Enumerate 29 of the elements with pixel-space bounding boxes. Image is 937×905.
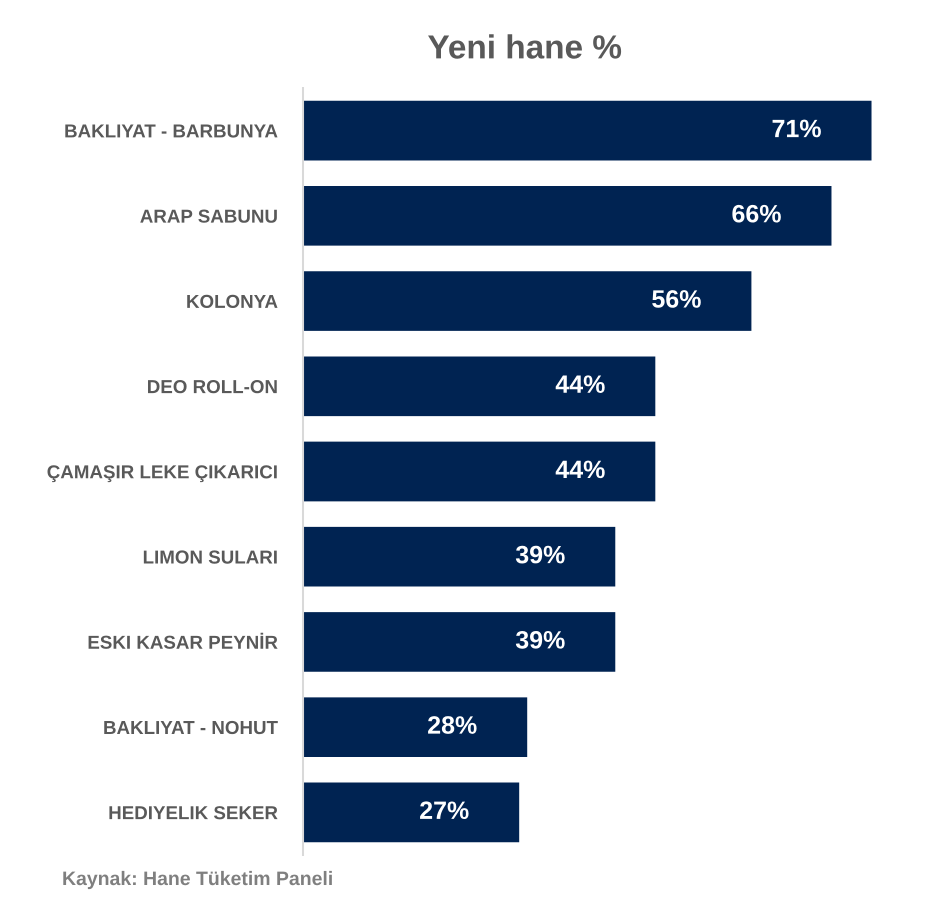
data-label: 66% (732, 204, 781, 223)
bar (303, 697, 528, 757)
data-label: 71% (772, 120, 821, 138)
data-label: 44% (556, 460, 605, 478)
data-label: 39% (516, 630, 565, 649)
y-tick-label: BAKLIYAT - BARBUNYA (65, 124, 278, 138)
text: Kaynak: Hane Tüketim Paneli (63, 870, 332, 890)
bar (303, 271, 752, 331)
data-label: 39% (516, 546, 565, 564)
bar (303, 100, 872, 160)
bar (303, 612, 616, 672)
y-tick-label: KOLONYA (187, 294, 278, 308)
y-tick-label: HEDIYELIK SEKER (109, 806, 278, 820)
bar (303, 442, 656, 502)
bar (303, 356, 656, 416)
y-tick-label: ÇAMAŞIR LEKE ÇIKARICI (48, 465, 277, 482)
y-tick-label: DEO ROLL-ON (148, 380, 277, 394)
bar (303, 526, 616, 587)
y-tick-label: LIMON SULARI (144, 550, 277, 564)
data-label: 28% (428, 716, 477, 734)
chart-title: Yeni hane % (428, 34, 622, 59)
bar (303, 186, 832, 246)
data-label: 27% (420, 801, 469, 820)
y-tick-label: ESKI KASAR PEYNİR (88, 632, 278, 649)
data-label: 44% (556, 375, 605, 393)
bar (303, 782, 520, 842)
y-tick-label: BAKLIYAT - NOHUT (104, 720, 278, 734)
y-tick-label: ARAP SABUNU (140, 210, 277, 223)
data-label: 56% (652, 290, 701, 308)
